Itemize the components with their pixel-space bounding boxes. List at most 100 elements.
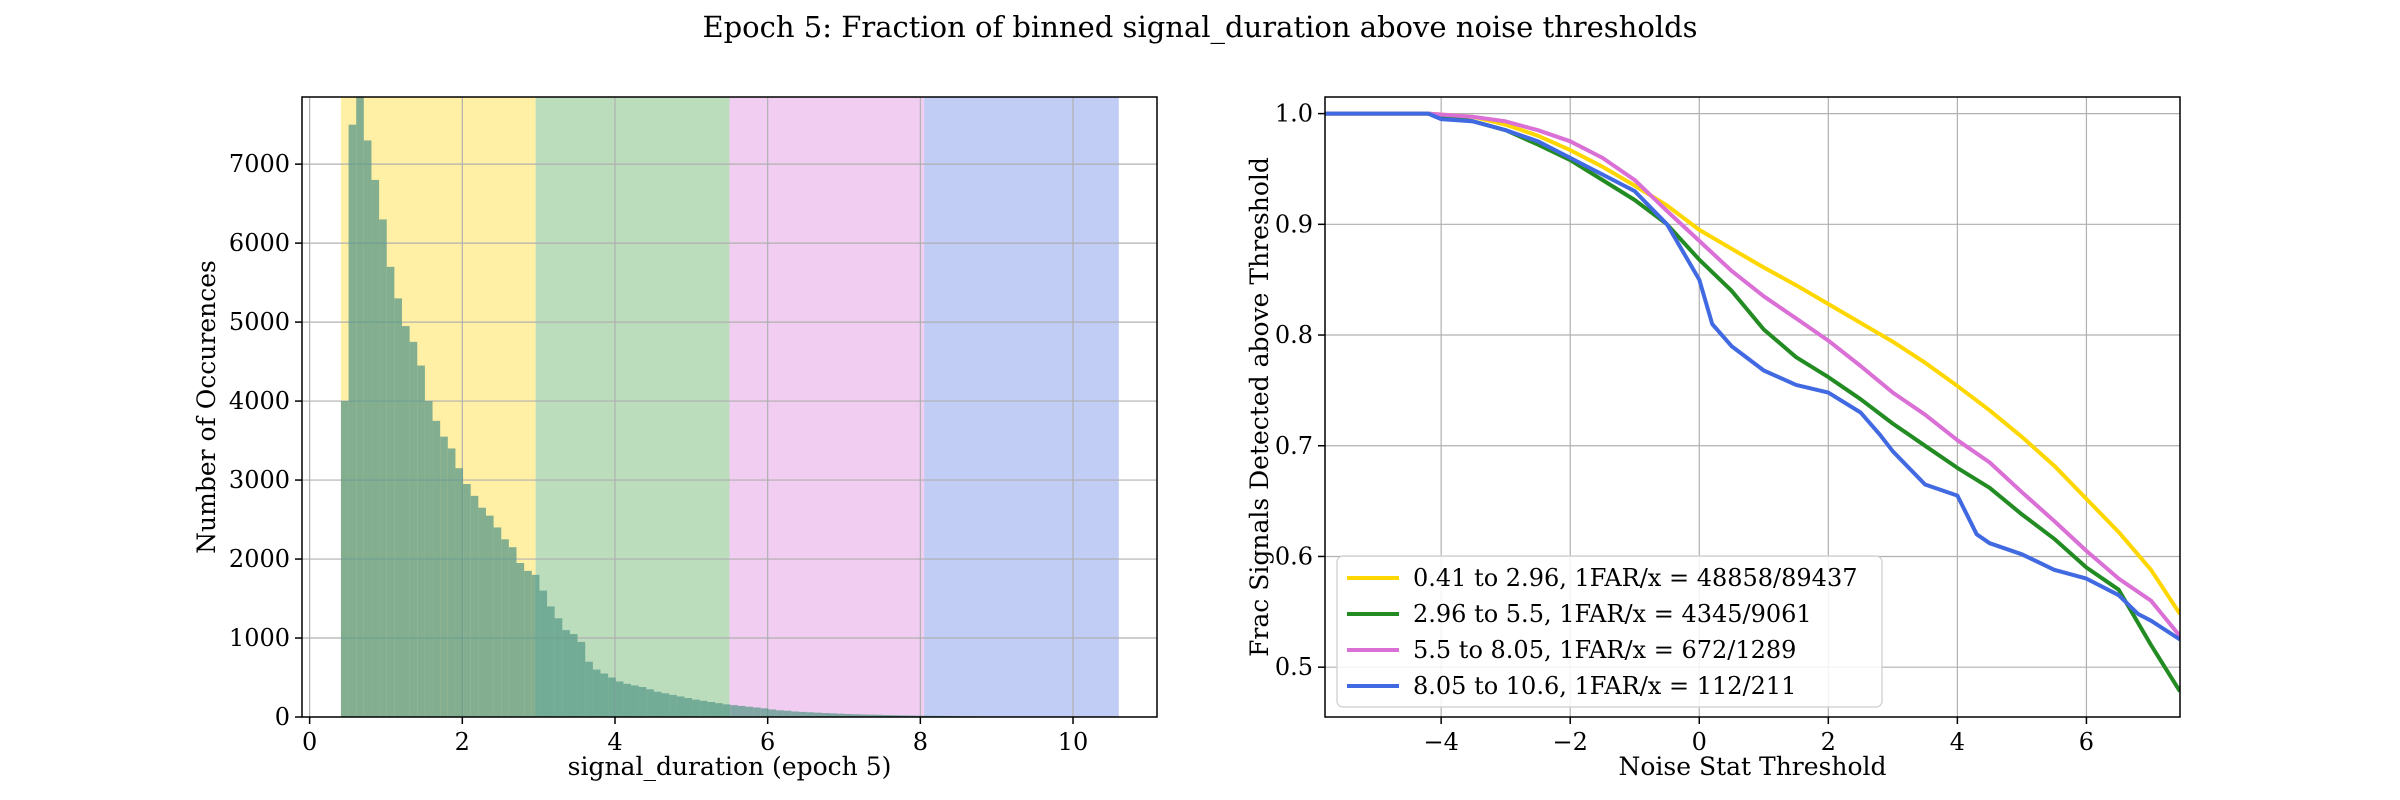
histogram-bar (501, 539, 509, 717)
x-tick-label: 10 (1058, 728, 1089, 756)
y-tick-label: 0.9 (1275, 210, 1313, 238)
histogram-bar (745, 706, 754, 717)
histogram-bar (524, 570, 532, 717)
histogram-bar (837, 713, 845, 717)
histogram-bar (875, 714, 883, 717)
histogram-bar (508, 547, 517, 717)
histogram-bar (722, 704, 731, 717)
histogram-bar (905, 715, 914, 717)
histogram-bar (577, 641, 586, 717)
y-tick-label: 0.6 (1275, 542, 1313, 570)
histogram-bar (661, 693, 670, 717)
histogram-bar (844, 713, 853, 717)
histogram-bar (424, 401, 433, 717)
histogram-bar (531, 574, 540, 717)
histogram-bar (783, 710, 792, 717)
histogram-bar (608, 677, 616, 717)
histogram-bar (493, 527, 502, 717)
histogram-bar (615, 681, 624, 717)
legend-label-1: 0.41 to 2.96, 1FAR/x = 48858/89437 (1413, 564, 1858, 592)
histogram-bar (638, 686, 647, 717)
histogram-bar (699, 700, 708, 717)
histogram-bar (707, 701, 715, 717)
histogram-bar (730, 705, 738, 717)
x-tick-label: 8 (913, 728, 928, 756)
series-line-3 (1325, 111, 2180, 638)
x-tick-label: −4 (1423, 728, 1458, 756)
y-tick-label: 7000 (229, 150, 290, 178)
x-tick-label: 2 (1821, 728, 1836, 756)
histogram-bar (776, 710, 784, 717)
bin-band-2 (535, 97, 730, 717)
y-tick-label: 1000 (229, 624, 290, 652)
histogram-bar (485, 515, 494, 717)
y-tick-label: 0.8 (1275, 321, 1313, 349)
y-tick-label: 2000 (229, 545, 290, 573)
histogram-bar (806, 712, 815, 717)
histogram-bar (692, 699, 700, 717)
histogram-bar (539, 590, 548, 717)
histogram-bar (447, 448, 456, 717)
histogram-bar (791, 711, 799, 717)
histogram-bar (829, 713, 838, 717)
y-axis-label: Frac Signals Detected above Threshold (1245, 157, 1274, 657)
histogram-bar (562, 630, 570, 717)
x-tick-label: 4 (607, 728, 622, 756)
histogram-bar (737, 705, 746, 717)
y-axis-label: Number of Occurences (192, 260, 221, 554)
histogram-bar (432, 420, 441, 717)
line-plot-area (1325, 97, 2180, 717)
histogram-bar (356, 97, 364, 717)
histogram-bar (852, 714, 861, 717)
y-tick-label: 5000 (229, 308, 290, 336)
histogram-bar (554, 618, 563, 717)
histogram-bar (363, 140, 372, 717)
bin-band-3 (729, 97, 925, 717)
histogram-bar (470, 495, 479, 717)
histogram-bar (547, 606, 555, 717)
x-axis-label: Noise Stat Threshold (1618, 752, 1886, 781)
histogram-bar (646, 689, 654, 717)
y-tick-label: 6000 (229, 229, 290, 257)
legend-label-3: 5.5 to 8.05, 1FAR/x = 672/1289 (1413, 636, 1796, 664)
histogram-bar (600, 673, 609, 717)
legend: 0.41 to 2.96, 1FAR/x = 48858/89437 2.96 t… (1336, 555, 1883, 708)
x-tick-label: 6 (760, 728, 775, 756)
x-tick-label: 0 (1692, 728, 1707, 756)
histogram-bar (348, 124, 357, 717)
series-line-1 (1325, 111, 2180, 616)
histogram-bar (798, 711, 807, 717)
histogram-bar (653, 691, 662, 717)
histogram-bar (478, 507, 486, 717)
legend-label-4: 8.05 to 10.6, 1FAR/x = 112/211 (1413, 672, 1796, 700)
histogram-bar (516, 562, 525, 717)
y-tick-label: 0.7 (1275, 432, 1313, 460)
histogram-bar (898, 715, 906, 717)
y-tick-label: 3000 (229, 466, 290, 494)
histogram-panel: 0 2 4 6 8 10 0 1000 2000 3000 4000 5000 6000 7000 sign… (192, 96, 1158, 781)
histogram-bar (569, 634, 578, 717)
histogram-plot-area (302, 97, 1157, 717)
bin-band-4 (924, 97, 1119, 717)
legend-label-2: 2.96 to 5.5, 1FAR/x = 4345/9061 (1413, 600, 1812, 628)
threshold-curve-panel: −4 −2 0 2 4 6 0.5 0.6 0.7 0.8 0.9 1.0 Noise Stat Thr… (1245, 96, 2181, 781)
x-tick-label: −2 (1553, 728, 1588, 756)
histogram-bar (409, 341, 418, 717)
histogram-bar (592, 669, 601, 717)
y-tick-label: 0 (275, 703, 290, 731)
histogram-bar (340, 401, 349, 717)
x-axis-label: signal_duration (epoch 5) (568, 752, 892, 781)
x-tick-label: 4 (1950, 728, 1965, 756)
histogram-bar (860, 714, 868, 717)
y-tick-label: 1.0 (1275, 100, 1313, 128)
histogram-bar (890, 715, 899, 717)
legend-box (1336, 555, 1883, 708)
histogram-bar (623, 683, 632, 717)
histogram-bar (386, 266, 395, 717)
histogram-frame (301, 96, 1158, 718)
series-line-4 (1325, 111, 2180, 642)
histogram-bar (669, 694, 677, 717)
histogram-bar (440, 436, 448, 717)
histogram-bar (814, 712, 822, 717)
